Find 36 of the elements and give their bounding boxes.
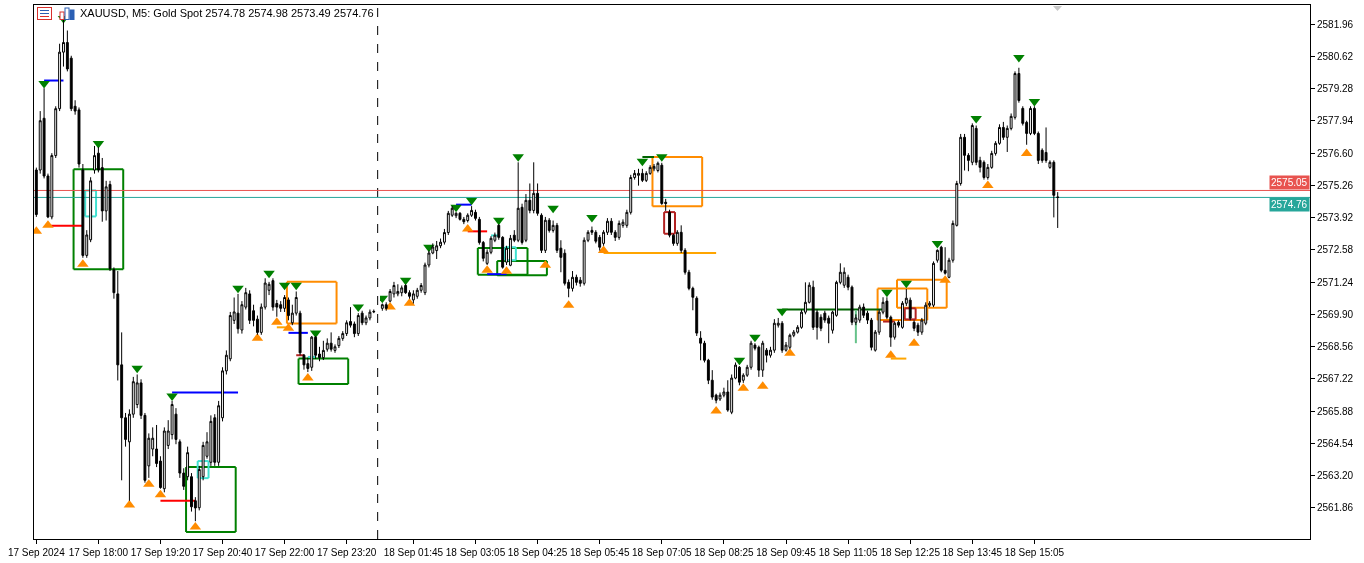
y-tick-label: 2571.24 <box>1317 276 1354 288</box>
chart-title: XAUUSD, M5: Gold Spot 2574.78 2574.98 2573.49 2574.76 <box>80 6 374 19</box>
y-tick-label: 2569.90 <box>1317 308 1354 320</box>
x-tick-label: 18 Sep 07:05 <box>632 547 693 558</box>
x-tick-label: 18 Sep 04:25 <box>508 547 568 558</box>
x-tick-label: 17 Sep 2024 <box>7 547 66 558</box>
y-tick-label: 2563.20 <box>1317 470 1354 481</box>
y-tick-label: 2581.96 <box>1317 18 1354 30</box>
x-tick-label: 18 Sep 09:45 <box>756 547 817 558</box>
y-tick-label: 2580.62 <box>1317 50 1354 62</box>
y-tick-label: 2572.58 <box>1317 244 1354 256</box>
x-tick-label: 18 Sep 03:05 <box>445 547 506 558</box>
x-tick-label: 17 Sep 18:00 <box>68 547 129 558</box>
x-tick-label: 17 Sep 23:20 <box>316 547 377 558</box>
y-tick-label: 2573.92 <box>1317 212 1354 224</box>
ref-line-label: 2574.76 <box>1271 199 1308 210</box>
x-tick-label: 18 Sep 11:05 <box>818 547 879 558</box>
x-tick-label: 18 Sep 05:45 <box>570 547 631 558</box>
y-tick-label: 2564.54 <box>1317 437 1354 449</box>
ref-line-label: 2575.05 <box>1271 177 1308 188</box>
y-tick-label: 2568.56 <box>1317 341 1354 353</box>
y-tick-label: 2565.88 <box>1317 405 1354 417</box>
y-tick-label: 2567.22 <box>1317 373 1354 385</box>
x-tick-label: 17 Sep 22:00 <box>254 547 315 558</box>
y-tick-label: 2579.28 <box>1317 83 1354 95</box>
x-tick-label: 17 Sep 20:40 <box>192 547 253 558</box>
x-tick-label: 18 Sep 15:05 <box>1004 547 1065 558</box>
y-tick-label: 2575.26 <box>1317 179 1354 191</box>
x-tick-label: 18 Sep 01:45 <box>383 547 444 558</box>
y-tick-label: 2576.60 <box>1317 147 1354 159</box>
y-tick-label: 2577.94 <box>1317 115 1354 127</box>
x-tick-label: 18 Sep 08:25 <box>694 547 755 558</box>
x-tick-label: 17 Sep 19:20 <box>130 547 191 558</box>
x-tick-label: 18 Sep 12:25 <box>880 547 941 558</box>
x-tick-label: 18 Sep 13:45 <box>942 547 1003 558</box>
y-tick-label: 2561.86 <box>1317 502 1354 514</box>
